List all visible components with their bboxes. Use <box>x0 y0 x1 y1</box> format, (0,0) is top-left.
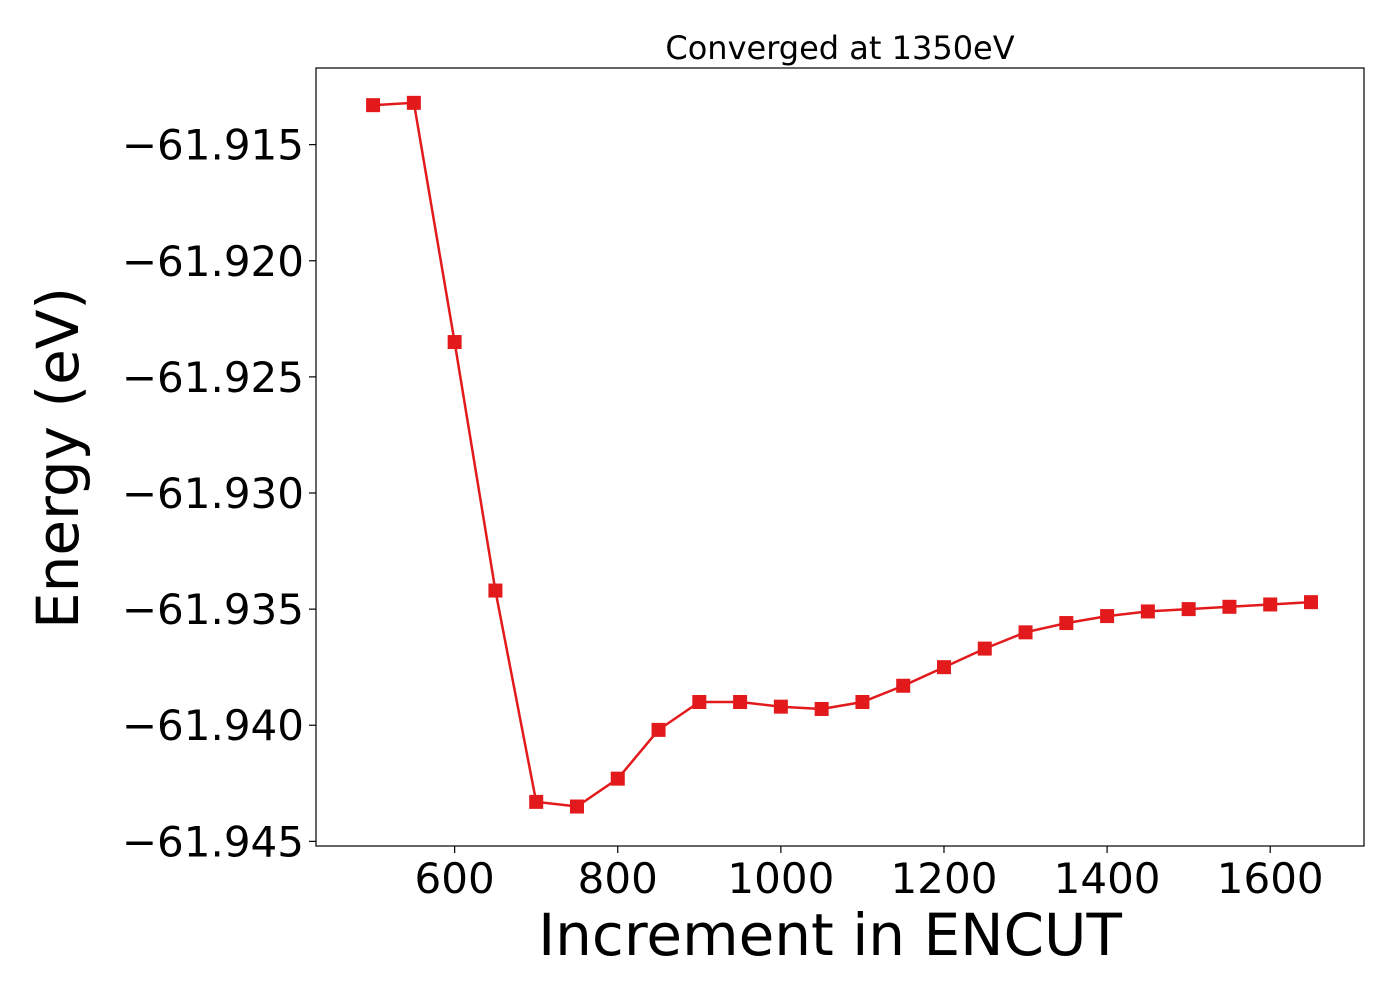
x-tick-label: 800 <box>578 854 658 903</box>
data-point <box>569 799 584 814</box>
data-point <box>692 695 707 710</box>
x-tick-label: 1000 <box>727 854 834 903</box>
y-tick-label: −61.925 <box>122 353 304 402</box>
data-point <box>1059 616 1074 631</box>
x-axis-ticks: 600 800 1000 1200 1400 1600 <box>415 846 1324 903</box>
x-tick-label: 600 <box>415 854 495 903</box>
data-point <box>936 660 951 675</box>
data-point <box>773 699 788 714</box>
plot-frame <box>315 67 1365 847</box>
data-point <box>610 771 625 786</box>
y-tick-label: −61.915 <box>122 121 304 170</box>
y-tick-label: −61.930 <box>122 469 304 518</box>
series-line <box>373 101 1312 808</box>
data-point <box>1303 595 1318 610</box>
data-point <box>896 678 911 693</box>
data-point <box>488 583 503 598</box>
data-point <box>366 98 381 113</box>
y-tick-label: −61.920 <box>122 237 304 286</box>
data-point <box>814 701 829 716</box>
data-point <box>1181 602 1196 617</box>
data-point <box>651 722 666 737</box>
y-tick-label: −61.945 <box>122 817 304 866</box>
plot-area <box>366 95 1318 814</box>
y-tick-label: −61.940 <box>122 701 304 750</box>
data-point <box>733 695 748 710</box>
data-point <box>855 695 870 710</box>
data-point <box>447 335 462 350</box>
data-point <box>1018 625 1033 640</box>
data-point <box>529 794 544 809</box>
data-point <box>1222 599 1237 614</box>
data-point <box>1100 609 1115 624</box>
data-point <box>1140 604 1155 619</box>
data-point <box>406 95 421 110</box>
x-tick-label: 1600 <box>1217 854 1324 903</box>
y-tick-label: −61.935 <box>122 585 304 634</box>
data-point <box>977 641 992 656</box>
y-axis-ticks: −61.915 −61.920 −61.925 −61.930 −61.935 −61.9… <box>122 121 316 866</box>
data-point <box>1263 597 1278 612</box>
chart-title: Converged at 1350eV <box>665 29 1014 67</box>
x-tick-label: 1400 <box>1054 854 1161 903</box>
x-tick-label: 1200 <box>891 854 998 903</box>
y-axis-label: Energy (eV) <box>24 287 92 629</box>
x-axis-label: Increment in ENCUT <box>538 901 1122 969</box>
